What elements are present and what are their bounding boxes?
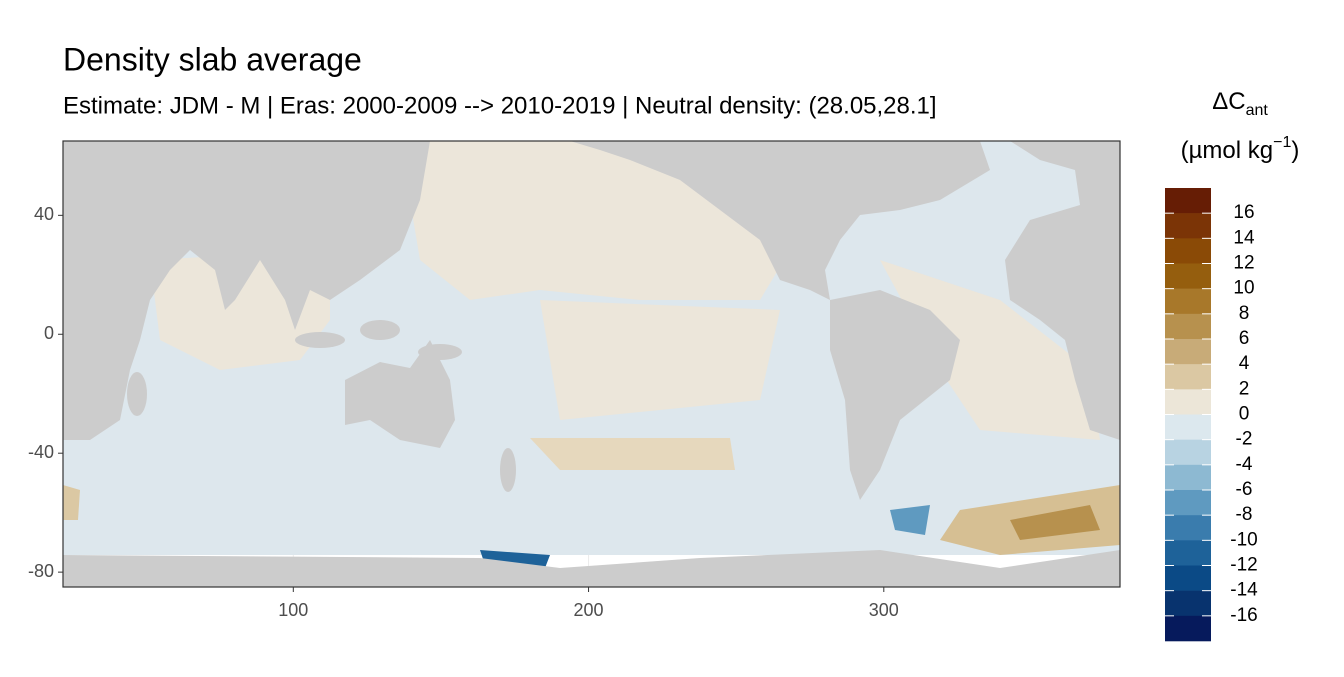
land [500, 448, 516, 492]
x-tick-label: 200 [574, 600, 604, 620]
legend-swatch [1165, 414, 1211, 440]
land [345, 340, 455, 448]
legend-swatch [1165, 515, 1211, 541]
legend: ΔCant (µmol kg−1) 16 14 12 10 8 6 4 2 0 -2 -4 -6 -8 -… [1165, 88, 1300, 642]
legend-swatch [1165, 464, 1211, 491]
y-tick-label: 40 [34, 204, 54, 224]
legend-swatch [1165, 565, 1211, 591]
ocean-field [540, 300, 780, 420]
ocean-field [530, 438, 735, 470]
legend-swatch [1165, 263, 1211, 289]
x-tick-label: 100 [278, 600, 308, 620]
legend-label: 10 [1233, 278, 1254, 299]
legend-label: -16 [1230, 605, 1257, 626]
y-tick-label: 0 [44, 323, 54, 343]
legend-swatch [1165, 540, 1211, 566]
legend-swatch [1165, 213, 1211, 239]
legend-label: 2 [1239, 378, 1250, 399]
legend-title-main: ΔC [1212, 88, 1245, 115]
legend-units-main: (µmol kg [1181, 137, 1274, 164]
y-tick-label: -80 [28, 561, 54, 581]
legend-swatch [1165, 615, 1211, 642]
legend-title-sub: ant [1246, 102, 1269, 119]
chart-subtitle: Estimate: JDM - M | Eras: 2000-2009 --> … [63, 92, 937, 119]
legend-swatch [1165, 490, 1211, 516]
chart-title: Density slab average [63, 41, 362, 77]
land [63, 550, 1120, 587]
legend-units: (µmol kg−1) [1181, 134, 1300, 164]
legend-swatch [1165, 364, 1211, 390]
legend-label: -6 [1236, 479, 1253, 500]
legend-swatch [1165, 439, 1211, 466]
land [570, 141, 990, 300]
legend-swatch [1165, 288, 1211, 315]
land [63, 141, 430, 440]
land [1005, 141, 1120, 440]
legend-swatch [1165, 238, 1211, 264]
map [63, 141, 1120, 587]
legend-label: -8 [1236, 504, 1253, 525]
land [418, 344, 462, 360]
ocean-field [63, 485, 80, 520]
legend-swatch [1165, 313, 1211, 340]
legend-title: ΔCant [1212, 88, 1268, 119]
land [295, 332, 345, 348]
legend-units-close: ) [1291, 137, 1299, 164]
panel-border [62, 140, 1121, 588]
legend-label: -14 [1230, 580, 1258, 601]
legend-label: -2 [1236, 429, 1253, 450]
land [830, 290, 960, 500]
legend-label: 16 [1233, 202, 1254, 223]
legend-swatch [1165, 188, 1211, 214]
ocean-field [890, 505, 930, 535]
land [127, 372, 147, 416]
legend-label: 0 [1239, 404, 1250, 425]
legend-label: 4 [1239, 353, 1250, 374]
ocean-field [880, 260, 1100, 440]
legend-label: 8 [1239, 303, 1250, 324]
legend-label: -4 [1236, 454, 1253, 475]
legend-swatch [1165, 590, 1211, 617]
legend-label: 12 [1233, 253, 1254, 274]
legend-label: -12 [1230, 555, 1257, 576]
legend-label: 6 [1239, 328, 1250, 349]
legend-swatch [1165, 339, 1211, 365]
legend-units-sup: −1 [1273, 134, 1291, 151]
y-tick-label: -40 [28, 442, 54, 462]
legend-label: 14 [1233, 227, 1255, 248]
land [360, 320, 400, 340]
legend-swatch [1165, 389, 1211, 415]
legend-label: -10 [1230, 529, 1257, 550]
ocean-field [1010, 505, 1100, 540]
x-tick-label: 300 [869, 600, 899, 620]
